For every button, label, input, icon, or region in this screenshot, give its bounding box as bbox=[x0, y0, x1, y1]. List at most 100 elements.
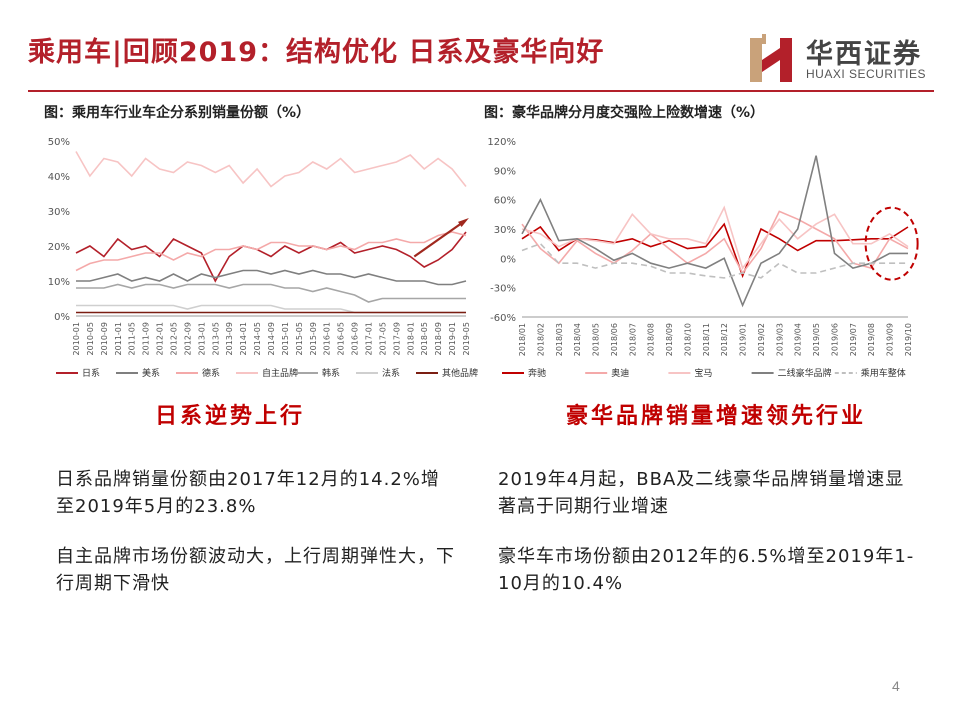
left-paragraph-1: 日系品牌销量份额由2017年12月的14.2%增至2019年5月的23.8% bbox=[56, 469, 440, 517]
series-line-日系 bbox=[75, 231, 467, 283]
legend-label: 奔驰 bbox=[528, 367, 546, 379]
y-tick-label: 90% bbox=[494, 166, 516, 177]
legend-label: 奥迪 bbox=[611, 367, 629, 379]
left-chart-title: 图：乘用车行业车企分系别销量份额（%） bbox=[44, 105, 311, 121]
series-line-二线豪华品牌 bbox=[521, 155, 908, 308]
x-tick-label: 2016-05 bbox=[337, 322, 346, 355]
legend-label: 乘用车整体 bbox=[861, 367, 906, 379]
series-line-奔驰 bbox=[521, 222, 909, 279]
series-line-奥迪 bbox=[521, 210, 909, 275]
x-tick-label: 2010-05 bbox=[86, 322, 95, 355]
legend-label: 美系 bbox=[142, 367, 160, 379]
x-tick-label: 2019/08 bbox=[867, 323, 876, 356]
y-tick-label: 30% bbox=[494, 225, 516, 236]
logo-text-en: HUAXI SECURITIES bbox=[806, 67, 927, 81]
title-divider bbox=[28, 90, 934, 92]
x-tick-label: 2018/01 bbox=[518, 323, 527, 356]
right-chart-title: 图：豪华品牌分月度交强险上险数增速（%） bbox=[484, 105, 765, 121]
y-tick-label: 0% bbox=[54, 312, 70, 323]
x-tick-label: 2017-09 bbox=[392, 322, 401, 355]
highlight-ellipse bbox=[864, 206, 919, 281]
x-tick-label: 2014-01 bbox=[239, 322, 248, 355]
legend-label: 其他品牌 bbox=[442, 367, 478, 379]
y-tick-label: 50% bbox=[48, 137, 70, 148]
x-tick-label: 2018/02 bbox=[536, 323, 545, 356]
legend-label: 法系 bbox=[382, 367, 400, 379]
right-paragraph-1: 2019年4月起，BBA及二线豪华品牌销量增速显著高于同期行业增速 bbox=[498, 469, 905, 517]
company-logo: 华西证券 HUAXI SECURITIES bbox=[746, 30, 936, 86]
series-line-宝马 bbox=[521, 205, 909, 270]
x-tick-label: 2015-09 bbox=[309, 322, 318, 355]
legend-label: 宝马 bbox=[694, 367, 712, 379]
x-tick-label: 2011-01 bbox=[114, 322, 123, 355]
legend-label: 韩系 bbox=[322, 367, 340, 379]
x-tick-label: 2019/06 bbox=[830, 323, 839, 356]
x-tick-label: 2019/01 bbox=[739, 323, 748, 356]
x-tick-label: 2016-01 bbox=[323, 322, 332, 355]
right-chart: -60% -30% 0% 30% 60% 90% 120% 2018/01 2018/02 201… bbox=[478, 128, 938, 394]
legend-label: 德系 bbox=[202, 367, 220, 379]
y-tick-label: 0% bbox=[500, 254, 516, 265]
y-tick-label: 20% bbox=[48, 242, 70, 253]
x-tick-label: 2010-01 bbox=[72, 322, 81, 355]
logo-text-cn: 华西证券 bbox=[806, 39, 922, 70]
right-headline: 豪华品牌销量增速领先行业 bbox=[566, 404, 867, 429]
x-tick-label: 2019/05 bbox=[812, 323, 821, 356]
x-tick-label: 2019/07 bbox=[849, 323, 858, 356]
x-tick-label: 2017-05 bbox=[378, 322, 387, 355]
y-tick-label: 120% bbox=[487, 137, 516, 148]
x-tick-label: 2015-05 bbox=[295, 322, 304, 355]
x-tick-label: 2015-01 bbox=[281, 322, 290, 355]
y-tick-label: 60% bbox=[494, 196, 516, 207]
x-tick-label: 2018/08 bbox=[647, 323, 656, 356]
x-tick-label: 2019/04 bbox=[794, 323, 803, 356]
x-tick-label: 2014-09 bbox=[267, 322, 276, 355]
x-tick-label: 2019-05 bbox=[462, 322, 471, 355]
x-tick-label: 2019/09 bbox=[886, 323, 895, 356]
series-line-自主品牌 bbox=[75, 151, 467, 188]
page-title: 乘用车|回顾2019：结构优化 日系及豪华向好 bbox=[28, 37, 605, 68]
huaxi-logo-icon bbox=[750, 34, 792, 82]
legend-label: 日系 bbox=[82, 368, 100, 379]
x-tick-label: 2018/07 bbox=[628, 323, 637, 356]
x-tick-label: 2011-09 bbox=[142, 322, 151, 355]
trend-arrow bbox=[413, 220, 465, 258]
x-tick-label: 2018/05 bbox=[592, 323, 601, 356]
series-line-法系 bbox=[76, 304, 466, 314]
x-tick-label: 2018-05 bbox=[420, 322, 429, 355]
x-tick-label: 2013-09 bbox=[225, 322, 234, 355]
x-tick-label: 2018/04 bbox=[573, 323, 582, 356]
series-line-韩系 bbox=[76, 283, 466, 303]
x-tick-label: 2018/09 bbox=[665, 323, 674, 356]
right-paragraph-2: 豪华车市场份额由2012年的6.5%增至2019年1-10月的10.4% bbox=[498, 546, 915, 594]
x-tick-label: 2011-05 bbox=[128, 322, 137, 355]
x-tick-label: 2013-01 bbox=[197, 322, 206, 355]
series-line-美系 bbox=[76, 269, 467, 286]
y-tick-label: -30% bbox=[490, 284, 516, 295]
left-paragraph-2: 自主品牌市场份额波动大，上行周期弹性大，下行周期下滑快 bbox=[56, 546, 455, 594]
x-tick-label: 2012-09 bbox=[183, 322, 192, 355]
x-tick-label: 2014-05 bbox=[253, 322, 262, 355]
left-headline: 日系逆势上行 bbox=[155, 404, 306, 429]
trend-arrow-head bbox=[458, 218, 469, 227]
x-tick-label: 2018/12 bbox=[720, 323, 729, 356]
x-tick-label: 2019/03 bbox=[775, 323, 784, 356]
legend-label: 自主品牌 bbox=[262, 367, 298, 379]
x-tick-label: 2017-01 bbox=[365, 322, 374, 355]
x-tick-label: 2012-01 bbox=[156, 322, 165, 355]
y-tick-label: 10% bbox=[48, 277, 70, 288]
x-tick-label: 2018-09 bbox=[434, 322, 443, 355]
legend-label: 二线豪华品牌 bbox=[778, 367, 832, 379]
x-tick-label: 2018/11 bbox=[702, 323, 711, 356]
x-tick-label: 2019/02 bbox=[757, 323, 766, 356]
x-tick-label: 2013-05 bbox=[211, 322, 220, 355]
x-tick-label: 2018/03 bbox=[555, 323, 564, 356]
x-tick-label: 2010-09 bbox=[100, 322, 109, 355]
series-line-德系 bbox=[75, 231, 467, 272]
y-tick-label: -60% bbox=[490, 313, 516, 324]
x-tick-label: 2018-01 bbox=[406, 322, 415, 355]
y-tick-label: 30% bbox=[48, 207, 70, 218]
x-tick-label: 2018/06 bbox=[610, 323, 619, 356]
x-tick-label: 2016-09 bbox=[351, 322, 360, 355]
x-tick-label: 2019-01 bbox=[448, 322, 457, 355]
